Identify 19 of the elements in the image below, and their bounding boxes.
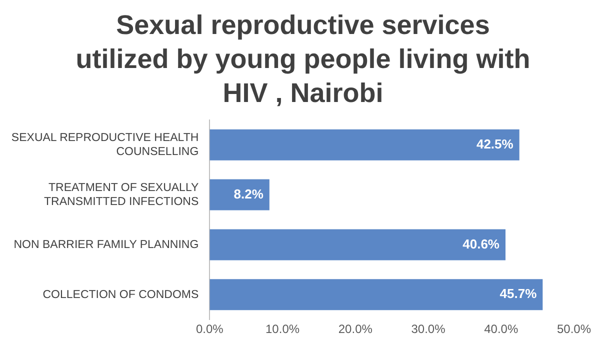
bar bbox=[210, 279, 543, 310]
bar bbox=[210, 129, 520, 160]
x-tick-label: 50.0% bbox=[556, 322, 592, 336]
x-tick-label: 40.0% bbox=[484, 322, 518, 336]
chart-title: Sexual reproductive services utilized by young people living with HIV , Nairobi bbox=[74, 9, 532, 110]
data-label: 42.5% bbox=[476, 136, 514, 152]
x-tick-label: 20.0% bbox=[338, 322, 373, 336]
data-label: 40.6% bbox=[462, 236, 500, 252]
y-tick-label: TREATMENT OF SEXUALLY TRANSMITTED INFECTIONS bbox=[44, 182, 199, 208]
data-label: 8.2% bbox=[234, 186, 264, 202]
bar bbox=[210, 229, 506, 260]
data-label: 45.7% bbox=[500, 286, 538, 302]
x-tick-label: 0.0% bbox=[196, 322, 224, 336]
y-tick-label: COLLECTION OF CONDOMS bbox=[42, 288, 199, 301]
y-tick-label: NON BARRIER FAMILY PLANNING bbox=[14, 238, 199, 251]
x-tick-label: 10.0% bbox=[266, 322, 300, 336]
bar bbox=[210, 179, 270, 210]
x-tick-label: 30.0% bbox=[411, 322, 446, 336]
y-tick-label: SEXUAL REPRODUCTIVE HEALTH COUNSELLING bbox=[11, 132, 199, 158]
